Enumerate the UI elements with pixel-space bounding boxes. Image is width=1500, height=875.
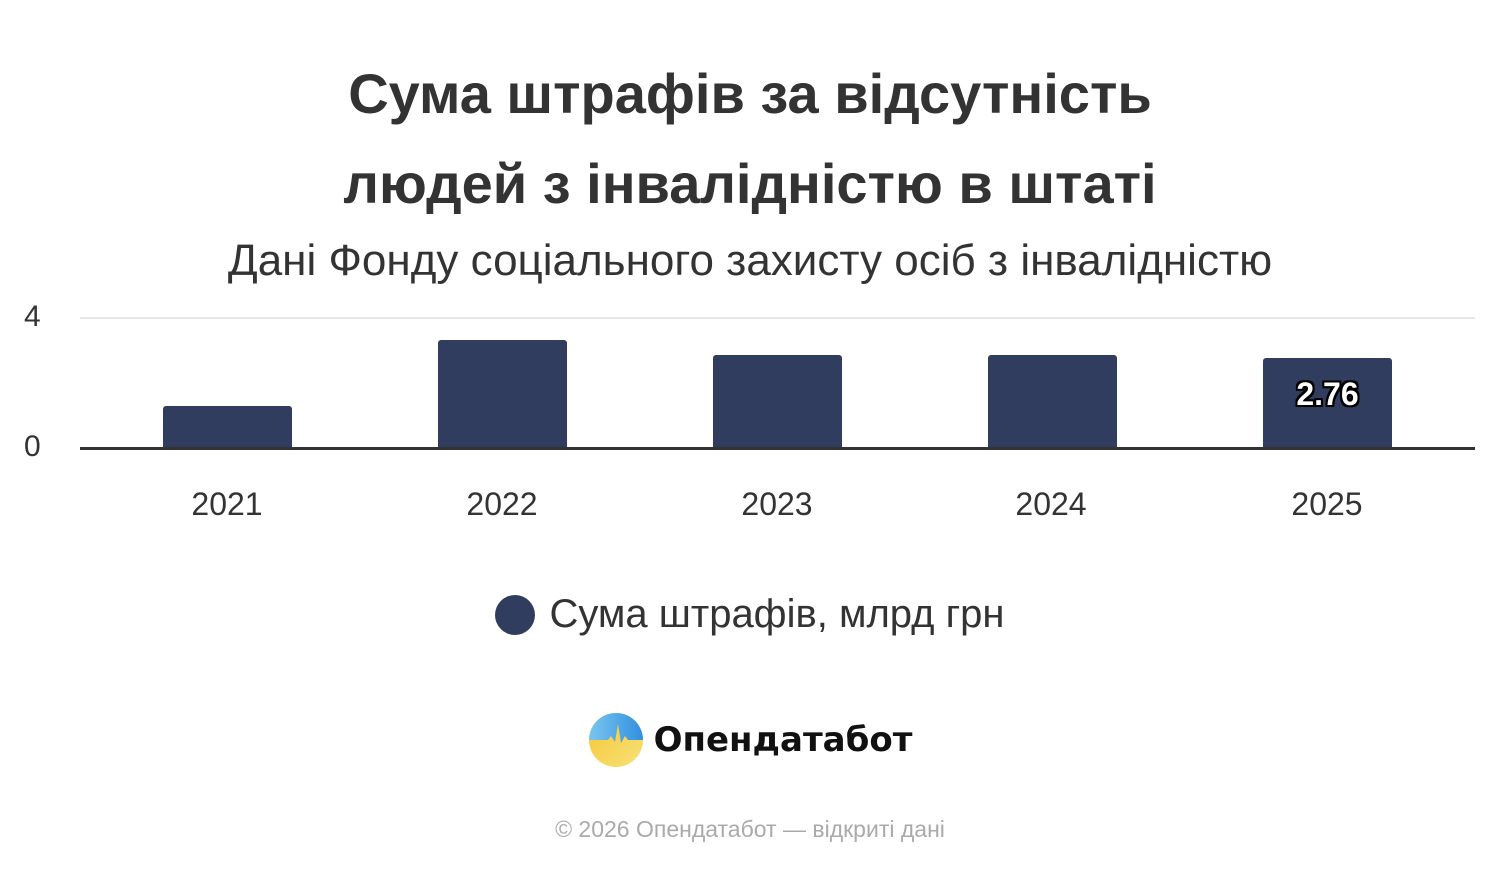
bar-2024[interactable] <box>988 355 1117 448</box>
chart-title-line-1: Сума штрафів за відсутність <box>348 62 1152 125</box>
x-tick-2025: 2025 <box>1291 486 1363 522</box>
plot-area: 2.76 <box>80 317 1475 450</box>
x-tick-2023: 2023 <box>741 486 813 522</box>
x-tick-2021: 2021 <box>191 486 263 522</box>
legend-label: Сума штрафів, млрд грн <box>549 592 1005 636</box>
chart-subtitle: Дані Фонду соціального захисту осіб з ін… <box>227 236 1273 285</box>
brand: Опендатабот <box>0 712 1500 768</box>
x-axis-line <box>80 447 1475 450</box>
legend[interactable]: Сума штрафів, млрд грн <box>0 592 1500 637</box>
bar-2025[interactable]: 2.76 <box>1263 358 1392 448</box>
x-tick-2022: 2022 <box>466 486 538 522</box>
copyright-footer: © 2026 Опендатабот — відкриті дані <box>555 816 945 842</box>
x-tick-2024: 2024 <box>1015 486 1087 522</box>
y-tick-4: 4 <box>24 300 41 333</box>
gridline-4 <box>80 317 1475 319</box>
data-label-2025: 2.76 <box>1296 376 1359 413</box>
bar-2022[interactable] <box>438 340 567 448</box>
brand-name: Опендатабот <box>653 720 913 760</box>
bar-2023[interactable] <box>713 355 842 448</box>
opendatabot-logo-icon <box>588 713 643 767</box>
legend-marker-icon <box>495 594 536 635</box>
y-tick-0: 0 <box>24 430 41 463</box>
chart-title-line-2: людей з інвалідністю в штаті <box>343 152 1157 215</box>
bar-2021[interactable] <box>163 406 292 448</box>
